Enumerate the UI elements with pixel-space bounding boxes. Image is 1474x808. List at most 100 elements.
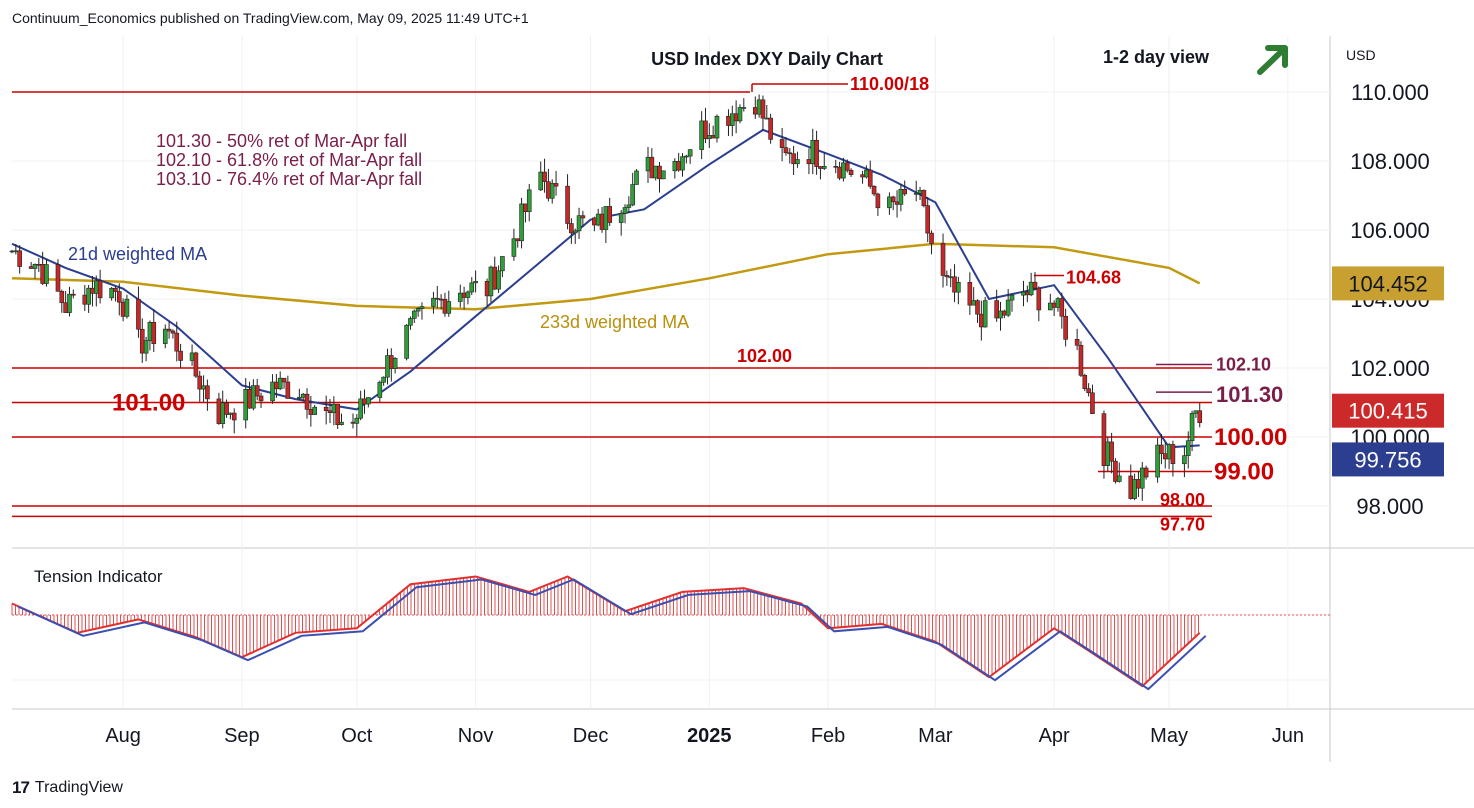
price-axis[interactable]: 98.000100.000102.000104.000106.000108.00… xyxy=(1332,80,1444,519)
candle-body xyxy=(760,99,766,119)
dxy-chart[interactable]: 110.00/18 102.00 101.00 100.00 98.00 97.70 99.… xyxy=(0,0,1474,770)
ma21-price-badge xyxy=(1332,442,1444,477)
candle-body xyxy=(741,107,747,109)
candle-body xyxy=(139,328,145,354)
time-tick-label: Mar xyxy=(918,725,953,747)
level-label: 100.00 xyxy=(1214,424,1287,451)
candle-body xyxy=(649,156,655,179)
candle-body xyxy=(814,139,819,167)
candle-body xyxy=(224,402,229,415)
candle-body xyxy=(166,328,172,332)
candle-body xyxy=(86,287,91,305)
candle-body xyxy=(661,170,666,180)
last-price-badge xyxy=(1332,393,1444,428)
candle-body xyxy=(921,190,927,206)
candle-body xyxy=(1170,444,1176,465)
candle-body xyxy=(389,355,394,369)
candle-body xyxy=(327,410,333,414)
candle-body xyxy=(277,377,283,390)
candle-body xyxy=(55,264,61,292)
candle-body xyxy=(415,308,421,312)
candle-body xyxy=(358,398,363,419)
candle-body xyxy=(733,113,739,122)
ma21-price-label: 99.756 xyxy=(1354,447,1421,472)
candle-body xyxy=(231,412,237,421)
candle-body xyxy=(913,193,919,195)
candle-body xyxy=(580,215,586,219)
candle-body xyxy=(201,385,206,390)
candle-body xyxy=(887,196,892,209)
candle-body xyxy=(1113,460,1118,482)
candle-body xyxy=(576,215,582,232)
ma233-path xyxy=(11,242,1201,311)
up-right-arrow-icon xyxy=(1257,45,1288,75)
candle-body xyxy=(833,166,839,168)
tradingview-footer[interactable]: 17 TradingView xyxy=(12,778,123,798)
candle-body xyxy=(1105,441,1111,466)
time-tick-label: Aug xyxy=(105,725,141,747)
level-label: 102.00 xyxy=(737,346,792,366)
candle-body xyxy=(653,165,658,179)
candle-body xyxy=(787,152,793,155)
candle-body xyxy=(285,381,291,399)
candle-body xyxy=(366,397,371,405)
candle-body xyxy=(151,322,157,344)
candle-body xyxy=(147,322,153,341)
candle-body xyxy=(1109,441,1114,462)
candle-body xyxy=(1055,298,1061,308)
price-tick-label: 108.000 xyxy=(1350,149,1430,174)
time-tick-label: May xyxy=(1150,725,1188,747)
candle-body xyxy=(810,139,816,165)
candle-body xyxy=(940,243,946,276)
candle-body xyxy=(1132,479,1137,499)
candle-body xyxy=(312,406,317,415)
time-axis[interactable]: Aug Sep Oct Nov Dec 2025 Feb Mar Apr May Jun xyxy=(105,725,1304,747)
candle-body xyxy=(952,276,957,293)
candle-body xyxy=(404,324,409,359)
candle-body xyxy=(488,266,494,297)
candle-body xyxy=(469,282,475,293)
candle-body xyxy=(13,250,19,253)
candle-body xyxy=(645,156,651,172)
candle-body xyxy=(806,159,812,165)
candle-body xyxy=(189,352,195,361)
candle-body xyxy=(461,292,467,298)
candle-body xyxy=(607,206,612,223)
candle-body xyxy=(438,298,444,301)
candle-body xyxy=(975,300,980,315)
ma233-price-badge xyxy=(1332,266,1444,301)
candle-body xyxy=(1182,455,1187,465)
ma233-line xyxy=(11,242,1201,311)
price-series xyxy=(9,94,1203,501)
candle-body xyxy=(837,166,842,179)
candle-body xyxy=(1139,467,1145,489)
candle-body xyxy=(864,169,869,178)
time-tick-label: Feb xyxy=(811,725,845,747)
candle-body xyxy=(9,250,15,253)
candle-body xyxy=(1005,299,1011,316)
time-tick-label: Dec xyxy=(573,725,609,747)
candle-body xyxy=(1036,287,1042,311)
candle-body xyxy=(1063,315,1068,340)
candle-body xyxy=(676,161,681,171)
candle-body xyxy=(710,135,716,139)
candle-body xyxy=(136,298,141,330)
candle-body xyxy=(565,185,570,224)
candle-body xyxy=(1028,281,1034,296)
candle-body xyxy=(967,282,973,306)
price-tick-label: 102.000 xyxy=(1350,356,1430,381)
candle-body xyxy=(97,280,103,299)
candle-body xyxy=(1082,375,1088,389)
candle-body xyxy=(492,266,498,290)
candle-body xyxy=(243,388,249,421)
candle-body xyxy=(1116,475,1122,482)
level-label: 97.70 xyxy=(1160,514,1205,534)
candle-body xyxy=(538,171,544,191)
candle-body xyxy=(116,291,122,303)
candle-body xyxy=(270,381,275,402)
candle-body xyxy=(1185,440,1191,456)
candle-body xyxy=(890,196,896,203)
fib-note-50: 101.30 - 50% ret of Mar-Apr fall xyxy=(156,131,407,151)
candle-body xyxy=(170,330,176,334)
candle-body xyxy=(860,174,865,178)
